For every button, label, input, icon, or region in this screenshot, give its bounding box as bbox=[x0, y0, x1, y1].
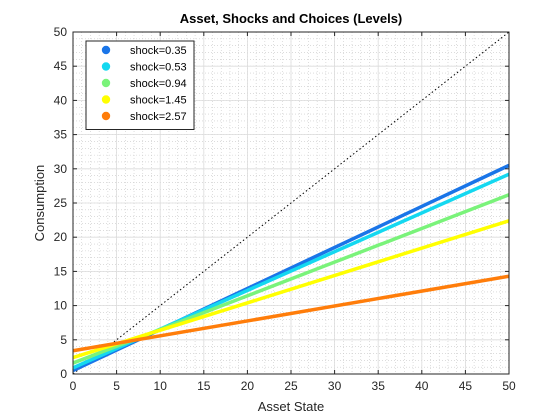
x-tick-label: 10 bbox=[154, 379, 168, 393]
x-tick-label: 20 bbox=[241, 379, 255, 393]
legend-marker bbox=[102, 79, 110, 87]
x-tick-label: 35 bbox=[372, 379, 386, 393]
y-tick-label: 35 bbox=[54, 128, 68, 142]
y-tick-label: 40 bbox=[54, 93, 68, 107]
x-tick-label: 45 bbox=[459, 379, 473, 393]
chart-title: Asset, Shocks and Choices (Levels) bbox=[180, 11, 403, 26]
legend-label: shock=2.57 bbox=[130, 111, 187, 123]
x-axis-label: Asset State bbox=[258, 399, 324, 414]
y-tick-label: 15 bbox=[54, 264, 68, 278]
x-tick-label: 0 bbox=[70, 379, 77, 393]
legend: shock=0.35 shock=0.53 shock=0.94 shock=1.45… bbox=[86, 41, 194, 130]
x-tick-label: 40 bbox=[415, 379, 429, 393]
legend-label: shock=0.94 bbox=[130, 78, 187, 90]
legend-marker bbox=[102, 112, 110, 120]
x-tick-label: 25 bbox=[284, 379, 298, 393]
legend-label: shock=0.35 bbox=[130, 45, 187, 57]
x-tick-label: 5 bbox=[113, 379, 120, 393]
x-tick-label: 50 bbox=[502, 379, 516, 393]
y-tick-label: 5 bbox=[60, 333, 67, 347]
y-tick-label: 30 bbox=[54, 162, 68, 176]
y-tick-label: 50 bbox=[54, 25, 68, 39]
y-axis-label: Consumption bbox=[32, 165, 47, 242]
legend-marker bbox=[102, 95, 110, 103]
x-tick-label: 15 bbox=[197, 379, 211, 393]
legend-label: shock=1.45 bbox=[130, 95, 187, 107]
legend-marker bbox=[102, 62, 110, 70]
y-tick-label: 20 bbox=[54, 230, 68, 244]
x-tick-label: 30 bbox=[328, 379, 342, 393]
y-tick-label: 0 bbox=[60, 367, 67, 381]
legend-marker bbox=[102, 46, 110, 54]
legend-label: shock=0.53 bbox=[130, 62, 187, 74]
y-tick-label: 45 bbox=[54, 59, 68, 73]
y-tick-label: 25 bbox=[54, 196, 68, 210]
y-tick-label: 10 bbox=[54, 299, 68, 313]
